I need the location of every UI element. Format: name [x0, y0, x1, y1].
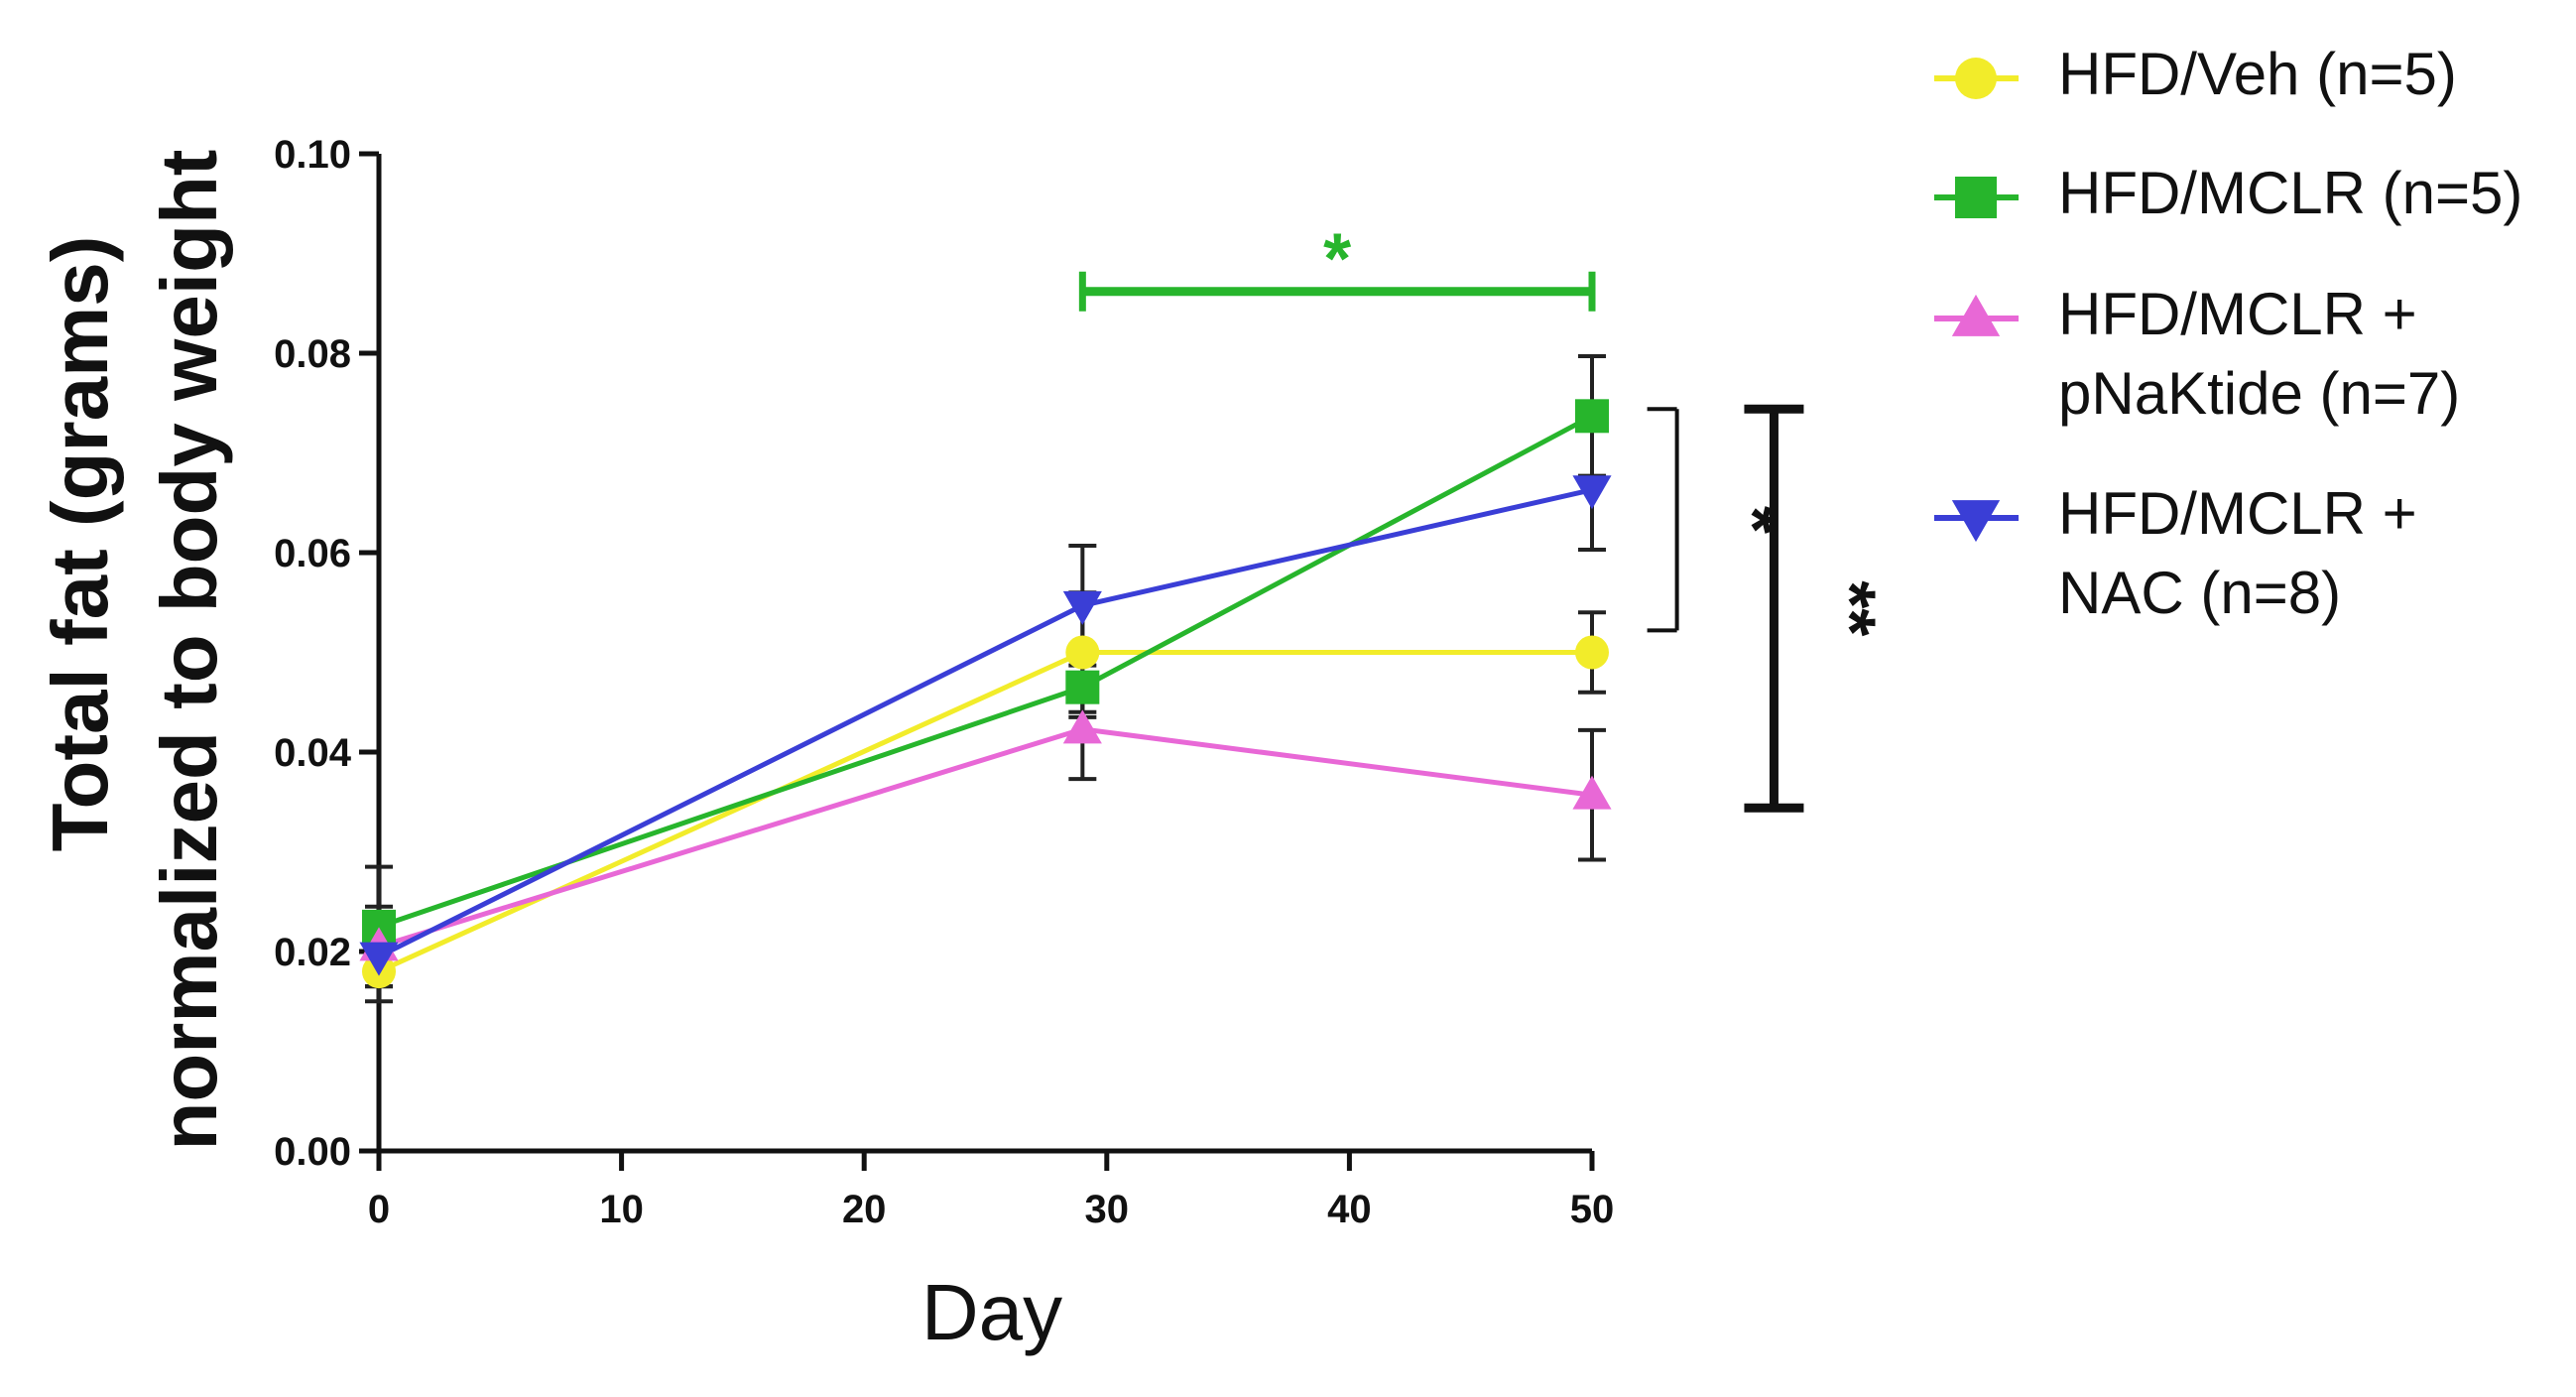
legend-item-0: HFD/Veh (n=5): [1934, 41, 2457, 107]
data-point: [1062, 709, 1102, 744]
x-tick-label: 0: [368, 1188, 390, 1231]
y-axis-title-line1: Total fat (grams): [36, 236, 124, 852]
legend-item-1: HFD/MCLR (n=5): [1934, 160, 2522, 226]
error-bars-series-3: [365, 428, 1606, 989]
significance-bracket-0: *: [1078, 220, 1596, 312]
x-tick-label: 20: [842, 1188, 887, 1231]
legend-label: NAC (n=8): [2058, 560, 2341, 626]
y-axis-title-line2: normalized to body weight: [145, 150, 233, 1151]
legend-marker: [1951, 500, 2001, 543]
data-point: [1575, 635, 1609, 670]
legend: HFD/Veh (n=5) HFD/MCLR (n=5) HFD/MCLR + pNa…: [1934, 41, 2522, 626]
series-points-1: [362, 399, 1609, 944]
series-line-1: [378, 414, 1594, 930]
legend-label: HFD/MCLR +: [2058, 480, 2417, 547]
legend-label: HFD/Veh (n=5): [2058, 41, 2457, 107]
y-tick-label: 0.00: [274, 1130, 351, 1174]
data-point: [1065, 635, 1100, 670]
series-line-0: [377, 650, 1592, 974]
data-point: [1575, 399, 1609, 434]
legend-marker: [1951, 294, 2001, 336]
x-tick-label: 50: [1570, 1188, 1615, 1231]
y-tick-label: 0.08: [274, 332, 351, 376]
y-tick-label: 0.06: [274, 532, 351, 575]
series-points-3: [359, 475, 1612, 976]
x-tick-label: 10: [599, 1188, 644, 1231]
data-point: [1572, 475, 1612, 510]
series-line-2: [378, 726, 1593, 950]
data-point: [1572, 775, 1612, 810]
data-point: [1062, 590, 1102, 625]
series-points-2: [359, 709, 1612, 961]
legend-item-3: HFD/MCLR + NAC (n=8): [1934, 480, 2417, 626]
legend-label: HFD/MCLR +: [2058, 281, 2417, 347]
error-bars-series-2: [365, 677, 1606, 989]
y-tick-label: 0.10: [274, 133, 351, 177]
x-tick-label: 30: [1085, 1188, 1130, 1231]
y-tick-label: 0.02: [274, 931, 351, 974]
legend-item-2: HFD/MCLR + pNaKtide (n=7): [1934, 281, 2460, 427]
y-tick-label: 0.04: [274, 731, 352, 775]
series-points-0: [362, 635, 1609, 989]
legend-label: HFD/MCLR (n=5): [2058, 160, 2522, 226]
significance-star: *: [1713, 506, 1792, 534]
x-tick-label: 40: [1327, 1188, 1372, 1231]
data-point: [359, 942, 399, 976]
legend-marker: [1955, 58, 1997, 99]
significance-star: **: [1809, 580, 1889, 636]
x-axis-title: Day: [921, 1268, 1062, 1356]
legend-marker: [1955, 177, 1997, 218]
significance-bracket-2: **: [1744, 404, 1889, 813]
legend-label: pNaKtide (n=7): [2058, 360, 2460, 427]
significance-bracket-1: *: [1647, 407, 1792, 633]
significance-star: *: [1323, 220, 1351, 300]
data-point: [1065, 670, 1100, 704]
